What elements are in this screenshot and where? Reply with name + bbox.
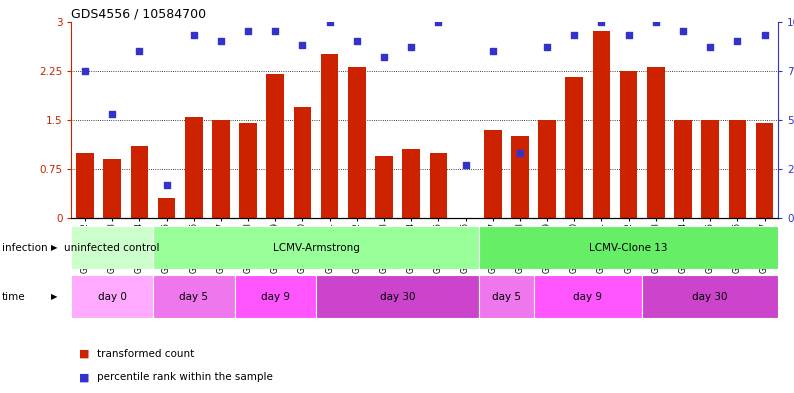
Bar (130, 146, 148, 218)
Text: ▶: ▶ (51, 292, 57, 301)
Bar (234, 275, 316, 318)
Point (568, 32, 580, 39)
Text: day 30: day 30 (380, 292, 415, 302)
Text: day 5: day 5 (179, 292, 208, 302)
Bar (267, 74, 284, 218)
Bar (212, 120, 229, 218)
Text: time: time (2, 292, 25, 302)
Point (595, 18, 607, 25)
Text: uninfected control: uninfected control (64, 242, 160, 253)
Point (514, 150, 526, 156)
Point (187, 32, 200, 39)
Bar (294, 107, 311, 218)
Bar (592, 31, 611, 218)
Bar (484, 130, 502, 218)
Bar (701, 120, 719, 218)
Bar (316, 275, 479, 318)
Point (269, 28, 282, 35)
Bar (729, 120, 746, 218)
Text: day 30: day 30 (692, 292, 728, 302)
Bar (756, 123, 773, 218)
Point (703, 44, 716, 50)
Point (241, 28, 254, 35)
Text: LCMV-Armstrong: LCMV-Armstrong (272, 242, 360, 253)
Point (731, 38, 744, 44)
Point (296, 42, 309, 48)
Bar (479, 275, 534, 318)
Text: day 9: day 9 (260, 292, 290, 302)
Point (214, 38, 227, 44)
Bar (430, 152, 447, 218)
Bar (565, 77, 583, 218)
Bar (76, 152, 94, 218)
Point (758, 32, 771, 39)
Text: day 9: day 9 (573, 292, 603, 302)
Bar (403, 149, 420, 218)
Point (378, 54, 391, 60)
Bar (239, 123, 257, 218)
Bar (674, 120, 692, 218)
Bar (71, 226, 153, 269)
Point (160, 182, 173, 188)
Point (622, 32, 635, 39)
Text: ■: ■ (79, 349, 94, 359)
Bar (511, 136, 529, 218)
Bar (479, 226, 778, 269)
Point (323, 18, 336, 25)
Text: ▶: ▶ (51, 243, 57, 252)
Bar (348, 68, 366, 218)
Bar (153, 226, 479, 269)
Bar (642, 275, 778, 318)
Bar (321, 54, 338, 218)
Point (459, 162, 472, 168)
Bar (158, 198, 175, 218)
Point (106, 111, 118, 117)
Bar (620, 71, 638, 218)
Text: day 0: day 0 (98, 292, 127, 302)
Bar (538, 120, 556, 218)
Point (487, 48, 499, 54)
Point (541, 44, 553, 50)
Text: transformed count: transformed count (97, 349, 194, 359)
Point (676, 28, 689, 35)
Bar (103, 159, 121, 218)
Point (649, 18, 662, 25)
Point (79, 68, 91, 74)
Point (432, 18, 445, 25)
Text: percentile rank within the sample: percentile rank within the sample (97, 372, 273, 382)
Text: day 5: day 5 (491, 292, 521, 302)
Point (405, 44, 418, 50)
Text: LCMV-Clone 13: LCMV-Clone 13 (589, 242, 668, 253)
Point (350, 38, 363, 44)
Bar (376, 156, 393, 218)
Bar (153, 275, 234, 318)
Text: GDS4556 / 10584700: GDS4556 / 10584700 (71, 7, 206, 20)
Bar (534, 275, 642, 318)
Text: infection: infection (2, 242, 47, 253)
Bar (185, 117, 202, 218)
Point (133, 48, 146, 54)
Bar (647, 68, 665, 218)
Text: ■: ■ (79, 372, 94, 382)
Bar (71, 275, 153, 318)
